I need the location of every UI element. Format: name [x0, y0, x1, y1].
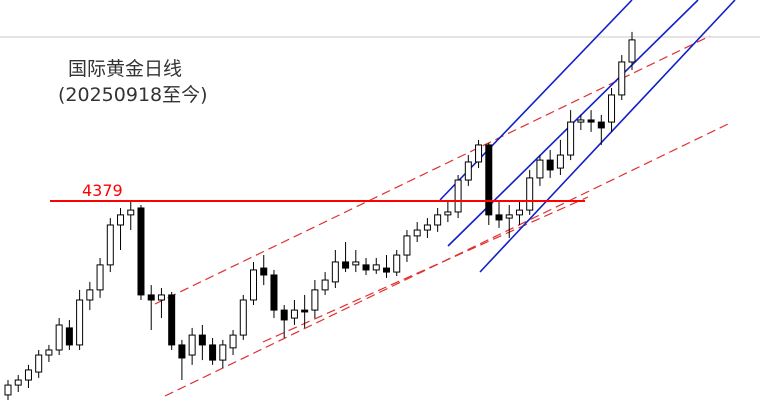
chart-subtitle: (20250918至今): [58, 84, 208, 106]
candle-body: [157, 294, 165, 301]
candle-body: [403, 235, 411, 256]
candle-body: [86, 289, 94, 301]
candle-body: [546, 159, 554, 171]
candle-body: [567, 121, 575, 156]
candle-body: [24, 369, 32, 381]
candle-body: [434, 214, 442, 226]
candle-body: [331, 261, 339, 283]
candle-body: [515, 209, 523, 216]
candle-body: [209, 344, 217, 361]
candle-body: [495, 214, 503, 221]
candle-body: [270, 274, 278, 311]
candle-body: [106, 224, 114, 266]
candle-body: [321, 279, 329, 291]
candle-body: [4, 384, 12, 396]
candle-body: [147, 294, 155, 301]
candle-body: [117, 214, 125, 226]
candle-body: [178, 344, 186, 359]
candle-body: [423, 224, 431, 231]
candle-body: [485, 144, 493, 216]
candle-body: [628, 39, 636, 63]
chart-title: 国际黄金日线: [68, 58, 182, 80]
candle-body: [382, 267, 390, 273]
candle-body: [290, 309, 298, 319]
candle-body: [618, 61, 626, 96]
candle-body: [526, 177, 534, 211]
candle-body: [55, 324, 63, 351]
red-dashed-upper: [154, 35, 711, 305]
candle-body: [413, 229, 421, 237]
candle-body: [556, 154, 564, 169]
candle-body: [536, 159, 544, 179]
candle-body: [188, 334, 196, 356]
candle-body: [35, 354, 43, 373]
candles: [4, 31, 636, 400]
red-dashed-mid: [262, 196, 589, 343]
candle-body: [14, 379, 22, 386]
candle-body: [362, 264, 370, 271]
candle-body: [372, 264, 380, 271]
candle-body: [198, 334, 206, 346]
candle-body: [260, 267, 268, 276]
candle-body: [352, 261, 360, 266]
candle-body: [475, 144, 483, 163]
candle-body: [229, 334, 237, 349]
candle-body: [505, 214, 513, 219]
candle-body: [464, 161, 472, 181]
candle-body: [597, 121, 605, 129]
candle-body: [250, 269, 258, 301]
trend-lines: [154, 0, 736, 397]
level-label: 4379: [82, 181, 123, 200]
candle-body: [137, 207, 145, 296]
blue-channel-upper: [439, 0, 633, 201]
candle-body: [219, 344, 227, 361]
candle-body: [45, 349, 53, 356]
candle-body: [127, 209, 135, 216]
candle-body: [608, 94, 616, 123]
candle-body: [239, 299, 247, 336]
candle-body: [577, 119, 585, 123]
candle-body: [65, 327, 73, 346]
candle-body: [301, 309, 309, 313]
candle-body: [311, 289, 319, 311]
candle-body: [454, 179, 462, 213]
candle-body: [168, 294, 176, 346]
candle-body: [96, 264, 104, 291]
candle-body: [393, 254, 401, 273]
candle-body: [76, 299, 84, 346]
candle-body: [342, 261, 350, 269]
candle-body: [280, 309, 288, 321]
candle-body: [444, 211, 452, 216]
blue-channel-lower: [479, 0, 736, 273]
candle-body: [587, 119, 595, 123]
